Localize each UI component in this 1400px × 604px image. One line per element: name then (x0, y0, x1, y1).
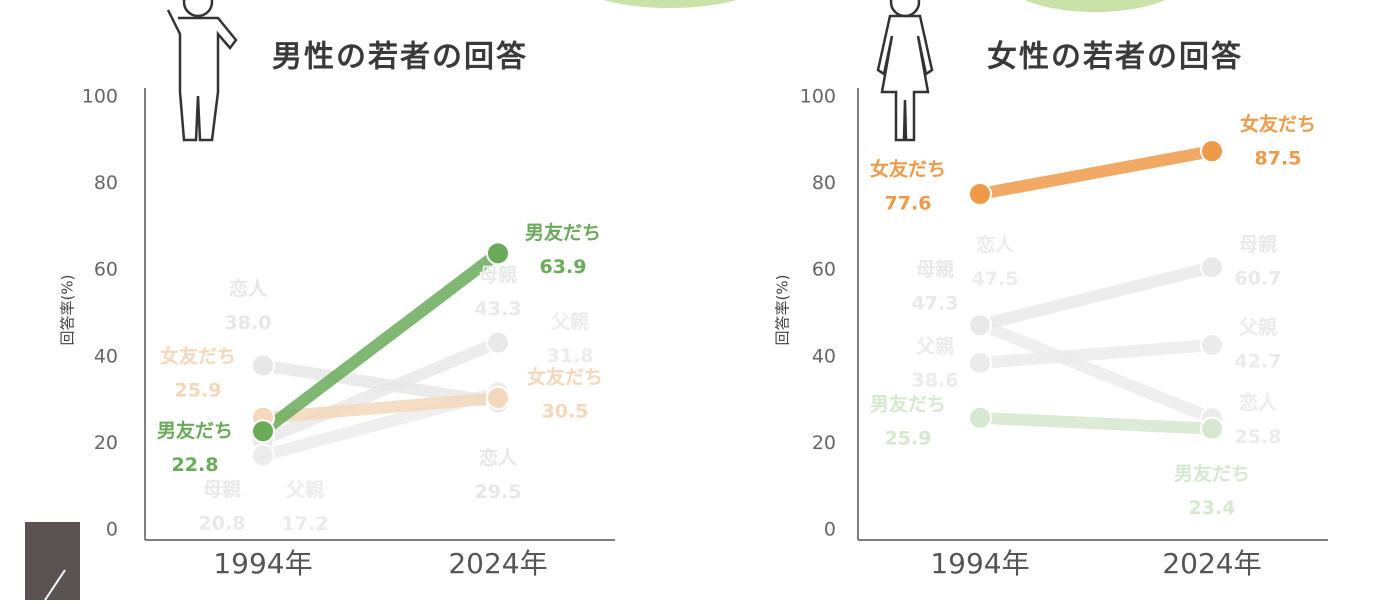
x-tick-label: 2024年 (1162, 547, 1261, 580)
series-name-label: 男友だち (157, 419, 233, 442)
series-name-label: 女友だち (527, 365, 603, 388)
value-label: 20.8 (199, 512, 246, 534)
male-icon (166, 0, 238, 142)
value-label: 25.9 (885, 427, 932, 449)
female-icon (876, 0, 934, 142)
series-name-label: 恋人 (1239, 391, 1278, 414)
series-line (974, 411, 1218, 435)
data-point (1200, 255, 1224, 280)
value-label: 47.5 (972, 268, 1019, 290)
x-tick-label: 1994年 (213, 547, 312, 580)
value-label: 25.9 (175, 379, 222, 401)
series-name-label: 男友だち (525, 221, 601, 244)
data-point (251, 353, 275, 378)
series-line (974, 261, 1218, 332)
decoration (603, 0, 737, 8)
y-tick-label: 40 (94, 345, 118, 367)
y-axis-label: 回答率(%) (59, 275, 77, 346)
series-name-label: 男友だち (870, 392, 946, 415)
series-name-label: 父親 (915, 334, 954, 357)
series-line (257, 247, 504, 438)
value-label: 43.3 (475, 298, 522, 320)
y-tick-label: 100 (82, 86, 118, 108)
series-name-label: 恋人 (976, 233, 1015, 256)
series-name-label: 恋人 (479, 446, 518, 469)
series-line (257, 336, 504, 446)
value-label: 29.5 (475, 481, 522, 503)
y-tick-label: 20 (94, 432, 118, 454)
value-label: 63.9 (540, 256, 587, 278)
x-tick-label: 1994年 (930, 547, 1029, 580)
data-point (1200, 333, 1224, 358)
series-name-label: 女友だち (160, 344, 236, 367)
series-name-label: 母親 (203, 477, 241, 500)
data-point (1200, 416, 1224, 441)
series-name-label: 恋人 (229, 277, 268, 300)
decoration (1024, 0, 1166, 12)
data-point (1200, 139, 1224, 164)
value-label: 60.7 (1235, 268, 1282, 290)
value-label: 87.5 (1255, 148, 1302, 170)
data-point (251, 419, 275, 444)
y-tick-label: 60 (94, 259, 118, 281)
series-line (974, 318, 1218, 425)
data-point (968, 350, 992, 375)
series-name-label: 母親 (479, 263, 517, 286)
value-label: 22.8 (172, 454, 219, 476)
data-point (968, 313, 992, 338)
chart-title: 男性の若者の回答 (272, 40, 528, 75)
series-name-label: 父親 (1238, 316, 1277, 339)
series-name-label: 母親 (1239, 233, 1277, 256)
y-tick-label: 20 (812, 432, 836, 454)
y-tick-label: 0 (824, 519, 836, 541)
data-point (486, 330, 510, 355)
value-label: 47.3 (912, 293, 959, 315)
data-point (486, 385, 510, 410)
value-label: 38.6 (912, 369, 959, 391)
value-label: 23.4 (1189, 497, 1236, 519)
y-tick-label: 80 (94, 172, 118, 194)
series-name-label: 父親 (550, 310, 589, 333)
y-tick-label: 80 (812, 172, 836, 194)
series-name-label: 男友だち (1174, 462, 1250, 485)
y-tick-label: 60 (812, 259, 836, 281)
series-name-label: 父親 (285, 478, 324, 501)
decoration (44, 569, 66, 601)
series-line (974, 339, 1218, 369)
x-tick-label: 2024年 (448, 547, 547, 580)
chart-title: 女性の若者の回答 (987, 40, 1243, 75)
value-label: 42.7 (1235, 351, 1282, 373)
series-line (974, 145, 1218, 200)
value-label: 38.0 (225, 312, 272, 334)
value-label: 17.2 (282, 513, 329, 535)
value-label: 30.5 (542, 400, 589, 422)
y-tick-label: 100 (800, 86, 836, 108)
y-tick-label: 0 (106, 519, 118, 541)
data-point (486, 241, 510, 266)
value-label: 77.6 (885, 192, 932, 214)
series-name-label: 女友だち (1240, 113, 1316, 136)
series-name-label: 女友だち (870, 157, 946, 180)
series-line (257, 391, 504, 424)
y-tick-label: 40 (812, 345, 836, 367)
data-point (251, 443, 275, 468)
data-point (968, 181, 992, 206)
value-label: 25.8 (1235, 426, 1282, 448)
value-label: 31.8 (547, 345, 594, 367)
series-name-label: 母親 (916, 258, 954, 281)
data-point (968, 405, 992, 430)
y-axis-label: 回答率(%) (774, 275, 792, 346)
